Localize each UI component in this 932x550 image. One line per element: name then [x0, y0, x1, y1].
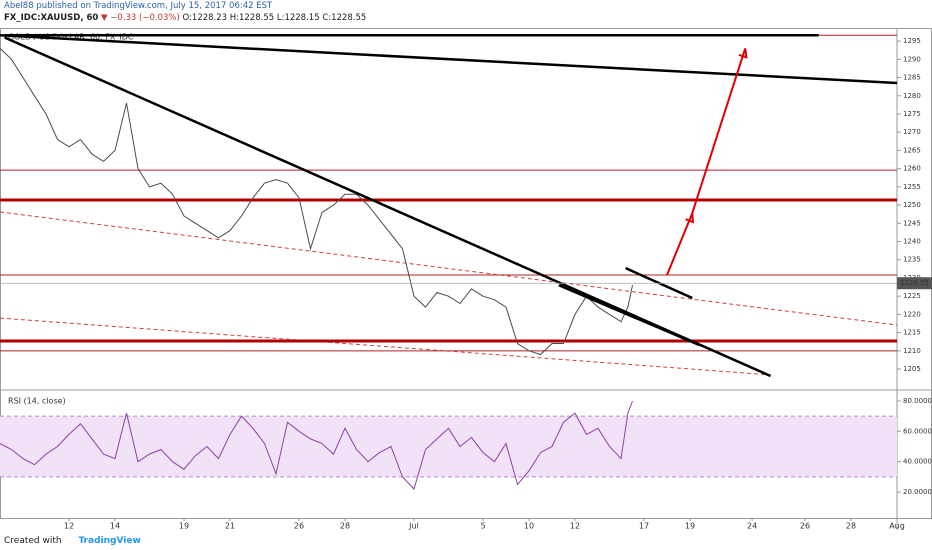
- y-tick-label: 1270: [903, 128, 921, 136]
- pane-title: RSI (14, close): [8, 397, 66, 406]
- x-tick-label: 10: [524, 522, 534, 531]
- last-price-label: 1228.55: [900, 279, 929, 287]
- change: ▼ −0.33 (−0.03%): [101, 13, 180, 23]
- symbol: FX_IDC:XAUUSD, 60: [4, 13, 99, 23]
- y-tick-label: 1220: [903, 310, 921, 318]
- pane-title: GOLD / US DOLLAR, 60, FX_IDC: [8, 33, 134, 42]
- x-tick-label: 17: [639, 522, 649, 531]
- y-tick-label: 1280: [903, 92, 921, 100]
- y-tick-label: 60.0000: [903, 427, 932, 435]
- y-tick-label: 1295: [903, 37, 921, 45]
- x-tick-label: 24: [747, 522, 757, 531]
- x-tick-label: 12: [64, 522, 74, 531]
- x-tick-label: 26: [800, 522, 810, 531]
- brand[interactable]: TradingView: [78, 536, 141, 546]
- series-line: [0, 400, 633, 490]
- y-tick-label: 20.0000: [903, 488, 932, 496]
- arrow: [691, 48, 747, 214]
- y-tick-label: 1245: [903, 219, 921, 227]
- series-line: [0, 48, 633, 356]
- symbol-line: FX_IDC:XAUUSD, 60 ▼ −0.33 (−0.03%) O:122…: [4, 13, 366, 23]
- y-tick-label: 1255: [903, 183, 921, 191]
- arrow-head: [685, 213, 694, 224]
- y-tick-label: 80.0000: [903, 397, 932, 405]
- x-tick-label: Jul: [408, 522, 419, 531]
- rsi-band: [0, 416, 897, 477]
- y-tick-label: 40.0000: [903, 458, 932, 466]
- x-tick-label: 12: [570, 522, 580, 531]
- y-tick-label: 1210: [903, 347, 921, 355]
- y-tick-label: 1215: [903, 329, 921, 337]
- created-with: Created with: [4, 536, 62, 546]
- publish-info: Abel88 published on TradingView.com, Jul…: [4, 1, 273, 11]
- x-tick-label: 26: [294, 522, 304, 531]
- trendline: [4, 36, 772, 378]
- dashed-trendline: [0, 317, 771, 376]
- y-tick-label: 1250: [903, 201, 921, 209]
- y-tick-label: 1225: [903, 292, 921, 300]
- y-tick-label: 1205: [903, 365, 921, 373]
- last-price-box: [897, 277, 932, 290]
- trendline: [558, 284, 700, 347]
- x-tick-label: 28: [846, 522, 856, 531]
- x-tick-label: 21: [225, 522, 235, 531]
- y-tick-label: 1260: [903, 165, 921, 173]
- x-tick-label: Aug: [889, 522, 905, 531]
- x-tick-label: 19: [179, 522, 189, 531]
- x-tick-label: 5: [480, 522, 485, 531]
- trendline: [0, 34, 898, 85]
- y-tick-label: 1265: [903, 146, 921, 154]
- y-tick-label: 1275: [903, 110, 921, 118]
- arrow-head: [738, 48, 748, 59]
- x-tick-label: 14: [110, 522, 120, 531]
- y-tick-label: 1235: [903, 256, 921, 264]
- dashed-trendline: [0, 211, 898, 326]
- footer: Created with TradingView: [4, 536, 141, 546]
- y-tick-label: 1240: [903, 238, 921, 246]
- arrow: [666, 212, 694, 276]
- x-tick-label: 19: [685, 522, 695, 531]
- y-tick-label: 1290: [903, 55, 921, 63]
- x-tick-label: 28: [340, 522, 350, 531]
- y-tick-label: 1285: [903, 74, 921, 82]
- ohlc: O:1228.23 H:1228.55 L:1228.15 C:1228.55: [182, 13, 367, 23]
